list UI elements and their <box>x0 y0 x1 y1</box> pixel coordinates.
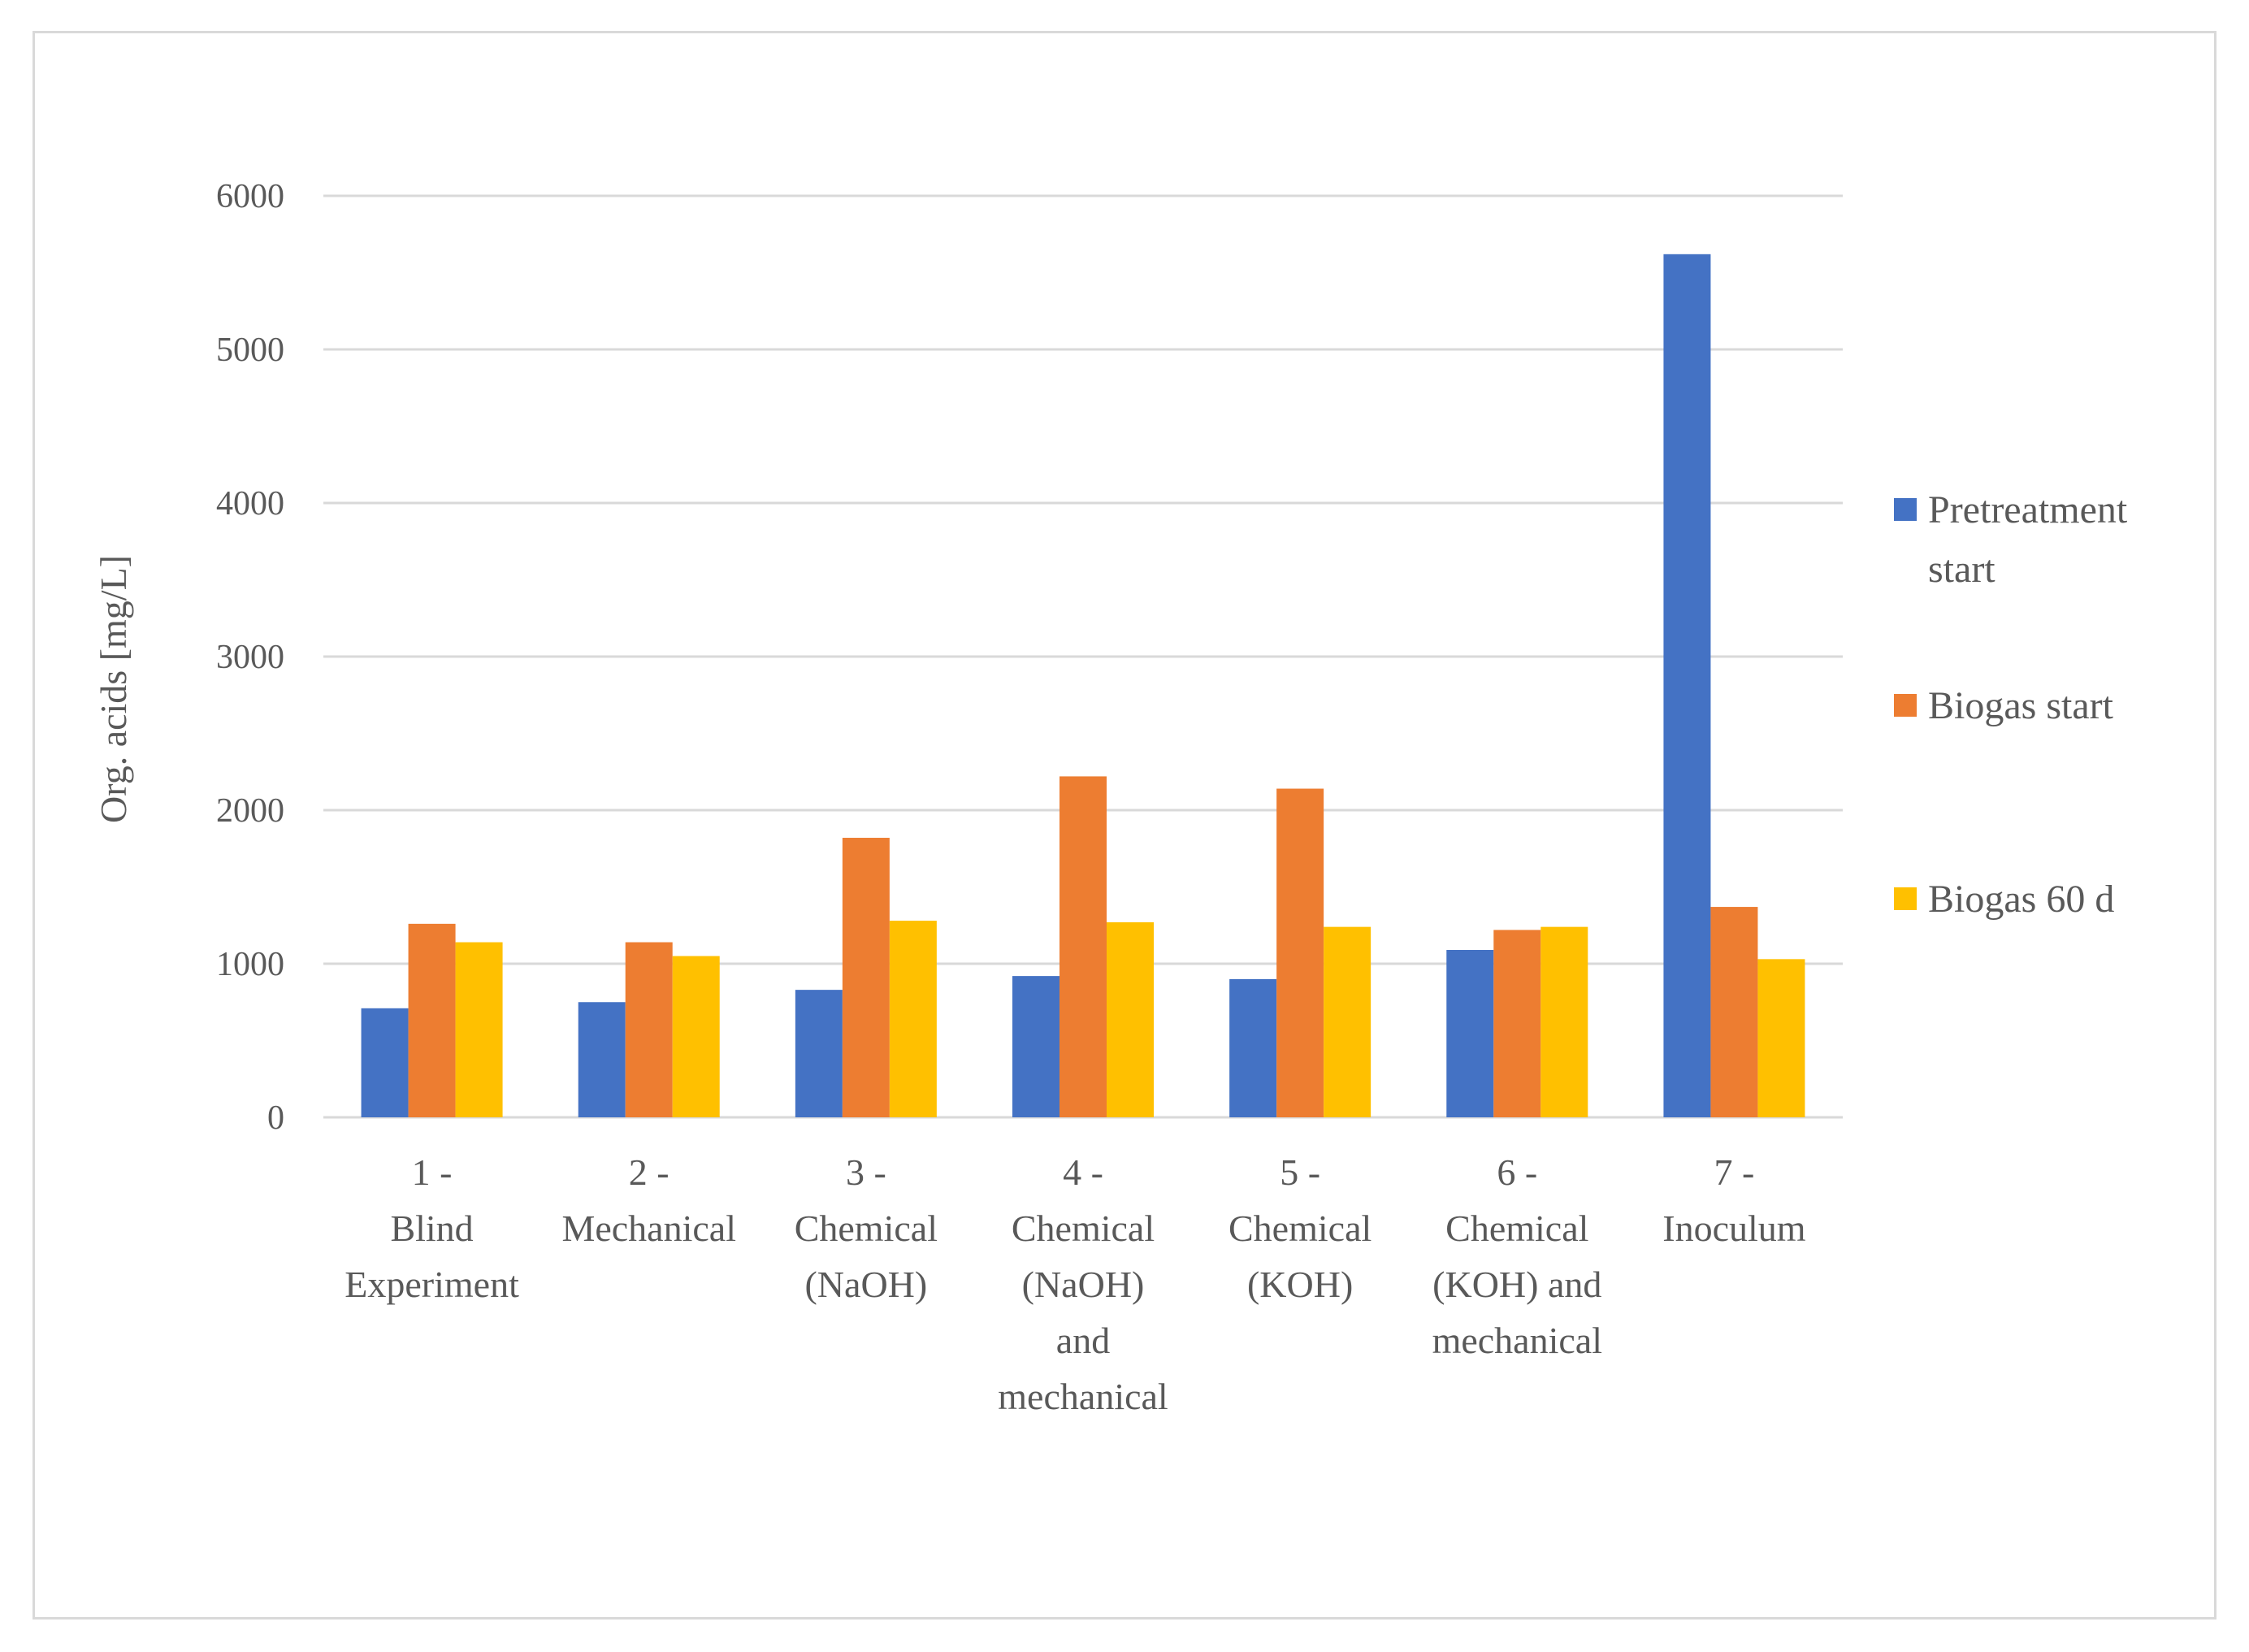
legend-label-line: Pretreatment <box>1928 488 2128 531</box>
legend-label-line: Biogas start <box>1928 684 2114 727</box>
x-category-line: mechanical <box>998 1376 1168 1417</box>
x-category-line: (NaOH) <box>804 1264 927 1305</box>
x-category-label: 1 - Blind Experiment <box>344 1151 519 1305</box>
x-category-line: 5 - <box>1280 1151 1320 1193</box>
x-category-line: (KOH) <box>1247 1264 1353 1305</box>
bar-3-series-3 <box>889 921 937 1117</box>
bar-5-series-3 <box>1324 926 1372 1117</box>
x-category-line: Blind <box>390 1208 473 1249</box>
x-category-line: (NaOH) <box>1022 1264 1145 1305</box>
x-category-line: 2 - <box>629 1151 670 1193</box>
x-category-label: 3 - Chemical (NaOH) <box>795 1151 938 1305</box>
legend-swatch <box>1894 887 1917 910</box>
x-category-line: and <box>1056 1320 1110 1361</box>
x-category-line: Mechanical <box>561 1208 736 1249</box>
y-tick-label: 0 <box>267 1099 284 1137</box>
bar-1-series-3 <box>455 942 503 1117</box>
x-category-line: 4 - <box>1063 1151 1103 1193</box>
y-tick-label: 5000 <box>216 332 284 369</box>
x-category-label: 4 - Chemical (NaOH) and mechanical <box>998 1151 1168 1417</box>
legend: Pretreatment start Biogas start Biogas 60 d <box>1894 488 2128 921</box>
bar-5-series-1 <box>1229 978 1277 1117</box>
x-category-line: Chemical <box>1445 1208 1588 1249</box>
bar-4-series-1 <box>1012 976 1060 1117</box>
x-category-line: 1 - <box>412 1151 453 1193</box>
bar-2-series-3 <box>672 956 720 1117</box>
legend-label-line: Biogas 60 d <box>1928 878 2114 921</box>
bar-6-series-1 <box>1446 949 1494 1117</box>
y-axis-title: Org. acids [mg/L] <box>93 555 134 823</box>
legend-swatch <box>1894 498 1917 521</box>
x-category-label: 6 - Chemical (KOH) and mechanical <box>1432 1151 1602 1361</box>
bar-7-series-1 <box>1663 254 1711 1117</box>
bar-1-series-2 <box>408 923 456 1117</box>
x-category-line: Chemical <box>1012 1208 1155 1249</box>
legend-label: Biogas 60 d <box>1928 878 2114 921</box>
legend-swatch <box>1894 694 1917 717</box>
x-axis-categories: 1 - Blind Experiment 2 - Mechanical 3 - Chemic… <box>344 1151 1806 1417</box>
x-category-line: Experiment <box>344 1264 519 1305</box>
bar-3-series-2 <box>842 838 890 1117</box>
y-tick-label: 1000 <box>216 946 284 983</box>
bar-7-series-3 <box>1757 959 1805 1117</box>
chart-frame: 0 1000 2000 3000 4000 5000 6000 1 - Blind Experi… <box>32 31 2216 1619</box>
y-tick-label: 6000 <box>216 178 284 215</box>
bar-2-series-1 <box>578 1002 626 1117</box>
legend-label: Pretreatment start <box>1928 488 2128 591</box>
y-tick-label: 4000 <box>216 485 284 522</box>
y-tick-label: 2000 <box>216 792 284 830</box>
x-category-label: 5 - Chemical (KOH) <box>1228 1151 1372 1305</box>
x-category-line: (KOH) and <box>1432 1264 1601 1305</box>
bar-4-series-3 <box>1107 921 1154 1117</box>
x-category-line: 7 - <box>1714 1151 1755 1193</box>
x-category-line: Inoculum <box>1662 1208 1806 1249</box>
bar-1-series-1 <box>361 1008 409 1117</box>
bar-3-series-1 <box>795 990 843 1117</box>
y-tick-label: 3000 <box>216 639 284 676</box>
x-category-label: 2 - Mechanical <box>561 1151 736 1249</box>
x-category-line: 3 - <box>846 1151 886 1193</box>
bars <box>361 254 1805 1117</box>
x-category-line: mechanical <box>1432 1320 1602 1361</box>
x-category-label: 7 - Inoculum <box>1662 1151 1806 1249</box>
y-axis-ticks: 0 1000 2000 3000 4000 5000 6000 <box>216 178 284 1137</box>
x-category-line: Chemical <box>1228 1208 1372 1249</box>
bar-chart: 0 1000 2000 3000 4000 5000 6000 1 - Blind Experi… <box>93 178 2128 1417</box>
bar-5-series-2 <box>1276 788 1324 1117</box>
legend-label-line: start <box>1928 548 1996 591</box>
x-category-line: Chemical <box>795 1208 938 1249</box>
legend-label: Biogas start <box>1928 684 2114 727</box>
x-category-line: 6 - <box>1497 1151 1537 1193</box>
bar-6-series-3 <box>1540 926 1588 1117</box>
bar-6-series-2 <box>1493 930 1541 1117</box>
bar-2-series-2 <box>625 942 673 1117</box>
bar-7-series-2 <box>1710 907 1758 1117</box>
bar-4-series-2 <box>1060 776 1107 1117</box>
